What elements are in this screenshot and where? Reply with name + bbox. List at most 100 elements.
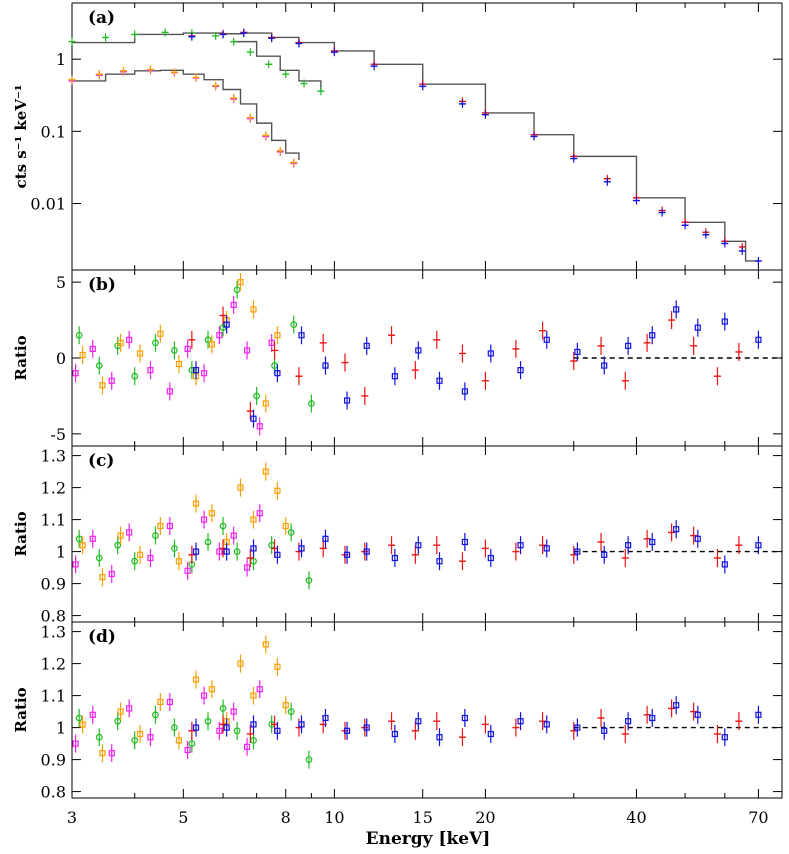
data-point — [89, 345, 96, 352]
y-axis-label: Ratio — [12, 511, 30, 556]
data-point — [673, 526, 680, 533]
data-point — [75, 714, 83, 722]
data-point — [75, 331, 83, 339]
data-point — [601, 551, 608, 558]
data-point — [237, 484, 244, 491]
data-point — [625, 718, 632, 725]
data-point — [274, 332, 281, 339]
data-point — [200, 516, 208, 523]
data-point — [290, 321, 298, 329]
data-point — [262, 641, 269, 648]
data-point — [601, 727, 608, 734]
series-orange — [79, 635, 289, 763]
data-point — [114, 717, 122, 725]
data-point — [223, 724, 230, 731]
series-green — [75, 280, 315, 413]
data-point — [192, 724, 200, 731]
series-blue — [192, 300, 762, 428]
data-point — [171, 724, 178, 731]
data-point — [391, 730, 398, 738]
data-point — [136, 350, 144, 357]
data-point — [343, 727, 351, 734]
data-point — [131, 737, 139, 744]
series-red — [188, 523, 743, 571]
data-point — [391, 373, 398, 380]
data-point — [114, 541, 122, 549]
data-point — [274, 487, 281, 494]
data-point — [237, 660, 244, 667]
data-point — [461, 714, 468, 722]
series-orange — [79, 273, 281, 413]
data-point — [363, 724, 370, 731]
data-point — [184, 746, 191, 754]
y-axis-label: Ratio — [12, 687, 30, 732]
data-point — [175, 360, 183, 368]
data-point — [673, 306, 680, 313]
data-point — [72, 561, 79, 568]
y-tick-label: 1.1 — [41, 511, 66, 530]
x-tick-label: 3 — [67, 808, 77, 827]
data-point — [256, 423, 263, 430]
data-point — [343, 551, 351, 558]
data-point — [391, 554, 398, 562]
data-point — [131, 372, 139, 380]
data-point — [543, 336, 550, 343]
data-point — [250, 721, 257, 728]
data-point — [108, 750, 115, 757]
data-point — [694, 535, 701, 542]
series-green — [68, 28, 325, 96]
x-tick-label: 15 — [413, 808, 433, 827]
data-point — [694, 324, 701, 331]
data-point — [436, 734, 443, 741]
data-point — [625, 542, 632, 549]
series-magenta — [72, 680, 263, 763]
model-curve — [72, 69, 300, 161]
y-tick-label: 1.2 — [41, 479, 66, 498]
data-point — [230, 532, 237, 539]
series-magenta — [72, 295, 275, 436]
data-point — [108, 570, 115, 578]
data-point — [543, 721, 550, 728]
data-point — [171, 347, 178, 354]
data-point — [673, 702, 680, 709]
data-point — [601, 362, 608, 369]
y-tick-label: 1 — [56, 719, 66, 738]
data-point — [308, 400, 315, 407]
data-point — [721, 734, 728, 741]
data-point — [721, 318, 728, 325]
data-point — [216, 548, 223, 555]
data-point — [625, 342, 632, 349]
data-point — [89, 535, 96, 542]
series-green — [75, 517, 313, 590]
x-tick-label: 8 — [281, 808, 291, 827]
data-point — [274, 727, 281, 734]
panel-frame — [71, 445, 783, 623]
data-point — [216, 332, 223, 339]
y-tick-label: 1.3 — [41, 447, 66, 466]
data-point — [223, 321, 230, 328]
data-point — [250, 415, 257, 422]
panel-label: (a) — [88, 8, 115, 28]
data-point — [204, 538, 212, 546]
data-point — [262, 400, 269, 407]
data-point — [192, 500, 200, 507]
data-point — [126, 336, 133, 343]
y-axis-label: cts s⁻¹ keV⁻¹ — [12, 85, 30, 189]
data-point — [343, 397, 351, 404]
y-tick-label: 0.8 — [41, 783, 66, 802]
data-point — [108, 377, 115, 384]
data-point — [95, 362, 103, 369]
panel-c: 1.3 1.2 1.1 1 0.9 0.8 Ratio (c) — [12, 445, 783, 626]
data-point — [166, 522, 173, 530]
data-point — [250, 516, 257, 523]
data-point — [543, 545, 550, 552]
data-point — [461, 388, 468, 395]
data-point — [204, 336, 212, 344]
data-point — [415, 718, 422, 725]
y-axis-label: Ratio — [12, 335, 30, 380]
series-orange — [68, 65, 298, 167]
data-point — [204, 717, 212, 725]
y-tick-label: 0 — [56, 349, 66, 368]
